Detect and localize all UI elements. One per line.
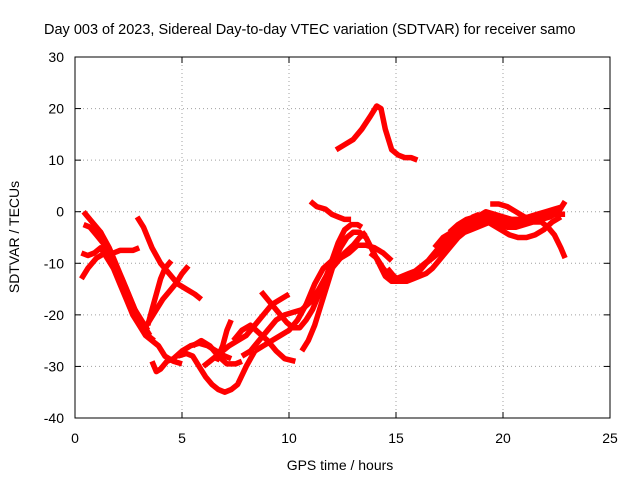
x-tick-label: 5: [178, 430, 186, 446]
y-tick-label: -10: [44, 255, 64, 271]
x-tick-label: 0: [71, 430, 79, 446]
chart-title: Day 003 of 2023, Sidereal Day-to-day VTE…: [44, 22, 576, 38]
y-tick-label: 10: [48, 152, 64, 168]
series-line-arc-13: [213, 318, 234, 363]
x-tick-label: 15: [388, 430, 404, 446]
axis-ticks: [74, 56, 611, 419]
series-line-arc-20: [334, 103, 419, 163]
y-tick-label: -20: [44, 307, 64, 323]
x-tick-label: 20: [495, 430, 511, 446]
series-line-arc-25: [447, 214, 563, 241]
series-line-arc-5: [92, 225, 156, 343]
y-axis-label: SDTVAR / TECUs: [6, 181, 22, 293]
y-tick-label: -40: [44, 410, 64, 426]
y-tick-label: 0: [56, 204, 64, 220]
x-tick-label: 10: [281, 430, 297, 446]
series-line-arc-28: [481, 211, 566, 225]
series-line-arc-4: [80, 245, 183, 367]
series-line-arc-8: [145, 258, 174, 326]
series-layer: [79, 103, 568, 395]
x-tick-labels: 0 5 10 15 20 25: [71, 430, 618, 446]
series-line-arc-27: [463, 219, 568, 260]
plot-frame: [74, 56, 611, 419]
y-tick-label: -30: [44, 358, 64, 374]
series-line-arc-10: [176, 349, 258, 395]
x-axis-label: GPS time / hours: [287, 457, 394, 473]
series-line-arc-15: [259, 221, 364, 331]
x-tick-label: 25: [602, 430, 618, 446]
y-tick-label: 20: [48, 101, 64, 117]
series-line-arc-6: [134, 215, 204, 302]
y-tick-label: 30: [48, 49, 64, 65]
series-line-arc-19: [308, 199, 352, 223]
y-tick-labels: -40 -30 -20 -10 0 10 20 30: [44, 49, 64, 426]
series-line-arc-18: [299, 229, 413, 353]
